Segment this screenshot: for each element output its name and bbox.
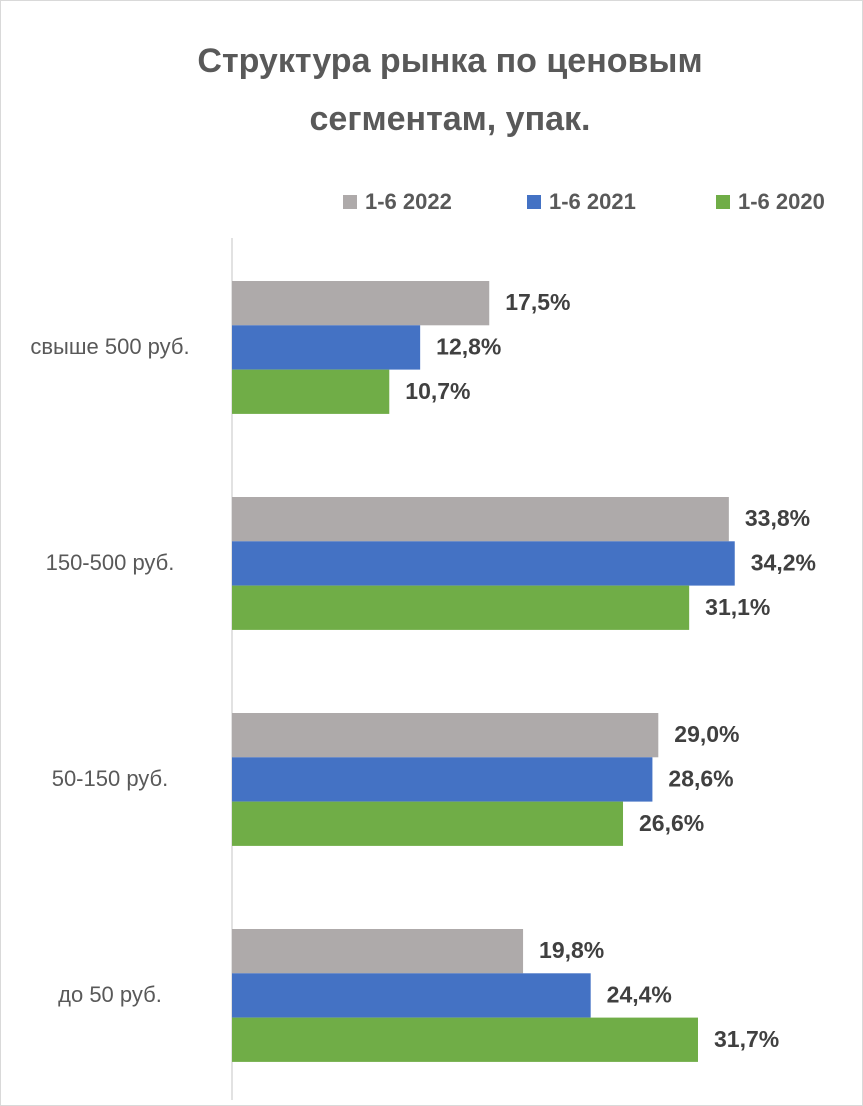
- category-label: свыше 500 руб.: [30, 334, 190, 360]
- bar: [232, 497, 729, 542]
- data-label: 24,4%: [607, 982, 672, 1008]
- category-label: до 50 руб.: [58, 982, 162, 1008]
- category-label: 150-500 руб.: [45, 550, 175, 576]
- bar: [232, 369, 390, 414]
- data-label: 28,6%: [668, 766, 733, 792]
- bar: [232, 585, 690, 630]
- data-label: 19,8%: [539, 937, 604, 963]
- category-label: 50-150 руб.: [51, 766, 169, 792]
- bar: [232, 325, 421, 370]
- data-label: 17,5%: [505, 289, 570, 315]
- bar: [232, 929, 524, 974]
- data-label: 31,1%: [705, 594, 770, 620]
- bar: [232, 541, 735, 586]
- bar: [232, 973, 591, 1018]
- legend-swatch: [716, 195, 730, 209]
- legend-label: 1-6 2020: [738, 189, 825, 214]
- data-label: 33,8%: [745, 505, 810, 531]
- bar: [232, 1017, 698, 1062]
- data-label: 34,2%: [751, 550, 816, 576]
- bar: [232, 801, 624, 846]
- data-label: 12,8%: [436, 334, 501, 360]
- bar: [232, 757, 653, 802]
- legend-label: 1-6 2022: [365, 189, 452, 214]
- legend-label: 1-6 2021: [549, 189, 636, 214]
- chart-title: Структура рынка по ценовым сегментам, уп…: [197, 42, 703, 138]
- bar: [232, 281, 490, 326]
- data-label: 26,6%: [639, 810, 704, 836]
- legend-swatch: [527, 195, 541, 209]
- data-label: 29,0%: [674, 721, 739, 747]
- legend-swatch: [343, 195, 357, 209]
- bar: [232, 713, 659, 758]
- data-label: 31,7%: [714, 1026, 779, 1052]
- data-label: 10,7%: [405, 378, 470, 404]
